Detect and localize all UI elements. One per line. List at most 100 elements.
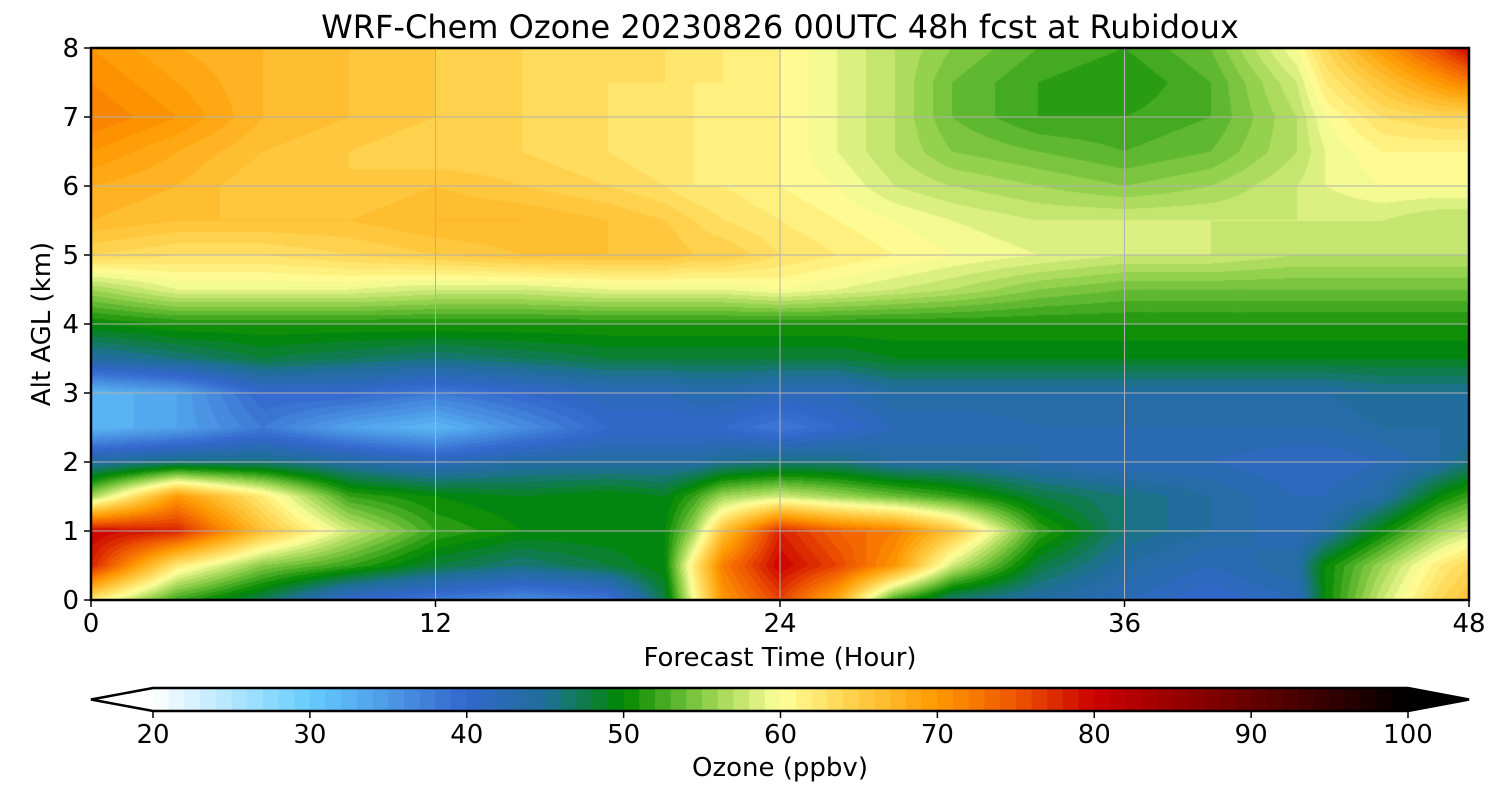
colorbar-segment (890, 688, 907, 711)
colorbar-segment (623, 688, 640, 711)
colorbar-segment (702, 688, 719, 711)
colorbar-extend-low (91, 688, 153, 711)
colorbar-segment (309, 688, 327, 711)
colorbar-segment (1298, 688, 1315, 711)
colorbar-segment (498, 688, 515, 711)
y-tick-label: 1 (62, 517, 79, 547)
colorbar-segment (529, 688, 546, 711)
colorbar-segment (780, 688, 797, 711)
colorbar-segment (953, 688, 970, 711)
colorbar-segment (874, 688, 891, 711)
colorbar-segment (168, 688, 185, 711)
colorbar-segment (294, 688, 311, 711)
y-tick-label: 7 (62, 103, 79, 133)
colorbar-segment (1392, 688, 1409, 711)
colorbar-segment (278, 688, 295, 711)
colorbar-tick-label: 50 (607, 720, 640, 750)
y-tick-label: 5 (62, 241, 79, 271)
x-tick-label: 24 (763, 609, 796, 639)
colorbar-segment (906, 688, 923, 711)
colorbar-segment (827, 688, 844, 711)
y-tick-label: 4 (62, 310, 79, 340)
colorbar-segment (639, 688, 656, 711)
colorbar-segment (1282, 688, 1299, 711)
colorbar-tick-label: 90 (1235, 720, 1268, 750)
y-tick-label: 3 (62, 379, 79, 409)
colorbar-segment (686, 688, 703, 711)
y-tick-label: 6 (62, 172, 79, 202)
x-tick-label: 12 (419, 609, 452, 639)
colorbar-segment (984, 688, 1001, 711)
colorbar-segment (325, 688, 342, 711)
colorbar-segment (1266, 688, 1284, 711)
colorbar-segment (1235, 688, 1252, 711)
colorbar-segment (262, 688, 280, 711)
colorbar-segment (466, 688, 484, 711)
colorbar-segment (1329, 688, 1346, 711)
colorbar-tick-label: 100 (1383, 720, 1433, 750)
colorbar (90, 686, 1470, 713)
colorbar-segment (1251, 688, 1268, 711)
colorbar-segment (215, 688, 233, 711)
y-tick-label: 0 (62, 586, 79, 616)
colorbar-segment (482, 688, 499, 711)
colorbar-segment (1157, 688, 1174, 711)
colorbar-segment (592, 688, 609, 711)
colorbar-segment (231, 688, 248, 711)
colorbar-segment (733, 688, 750, 711)
colorbar-segment (764, 688, 782, 711)
colorbar-segment (153, 688, 170, 711)
colorbar-segment (1360, 688, 1378, 711)
colorbar-segment (1219, 688, 1237, 711)
colorbar-segment (419, 688, 436, 711)
colorbar-segment (451, 688, 468, 711)
colorbar-label: Ozone (ppbv) (692, 753, 868, 783)
colorbar-segment (1345, 688, 1362, 711)
colorbar-segment (200, 688, 217, 711)
colorbar-segment (560, 688, 578, 711)
colorbar-segment (937, 688, 954, 711)
x-axis-ticks: 0 12 24 36 48 (83, 600, 1486, 639)
y-axis-label: Alt AGL (km) (27, 242, 57, 406)
colorbar-segment (1031, 688, 1048, 711)
colorbar-segment (1078, 688, 1095, 711)
colorbar-segment (404, 688, 421, 711)
colorbar-segment (1062, 688, 1080, 711)
colorbar-segment (670, 688, 687, 711)
colorbar-segment (247, 688, 264, 711)
x-tick-label: 48 (1452, 609, 1485, 639)
x-tick-label: 36 (1108, 609, 1141, 639)
colorbar-segment (388, 688, 405, 711)
colorbar-tick-label: 20 (136, 720, 169, 750)
colorbar-tick-label: 60 (764, 720, 797, 750)
colorbar-segment (1141, 688, 1158, 711)
y-axis-ticks: 0 1 2 3 4 5 6 7 8 (62, 34, 91, 616)
y-tick-label: 2 (62, 448, 79, 478)
colorbar-segment (1204, 688, 1221, 711)
colorbar-segment (607, 688, 625, 711)
colorbar-segment (843, 688, 860, 711)
colorbar-segment (1109, 688, 1127, 711)
colorbar-ticks: 20 30 40 50 60 70 80 90 100 (136, 711, 1433, 750)
colorbar-segment (1047, 688, 1064, 711)
colorbar-tick-label: 80 (1078, 720, 1111, 750)
colorbar-tick-label: 40 (450, 720, 483, 750)
colorbar-segment (1376, 688, 1393, 711)
colorbar-segment (921, 688, 938, 711)
colorbar-segment (1094, 688, 1111, 711)
colorbar-segment (356, 688, 374, 711)
colorbar-segment (968, 688, 986, 711)
colorbar-segment (1015, 688, 1033, 711)
colorbar-segment (184, 688, 201, 711)
y-tick-label: 8 (62, 34, 79, 64)
colorbar-segment (435, 688, 452, 711)
colorbar-segment (1313, 688, 1331, 711)
x-axis-label: Forecast Time (Hour) (643, 643, 916, 673)
colorbar-tick-label: 30 (293, 720, 326, 750)
colorbar-segment (372, 688, 389, 711)
colorbar-segment (576, 688, 593, 711)
colorbar-segment (858, 688, 876, 711)
colorbar-tick-label: 70 (921, 720, 954, 750)
colorbar-segment (1125, 688, 1142, 711)
